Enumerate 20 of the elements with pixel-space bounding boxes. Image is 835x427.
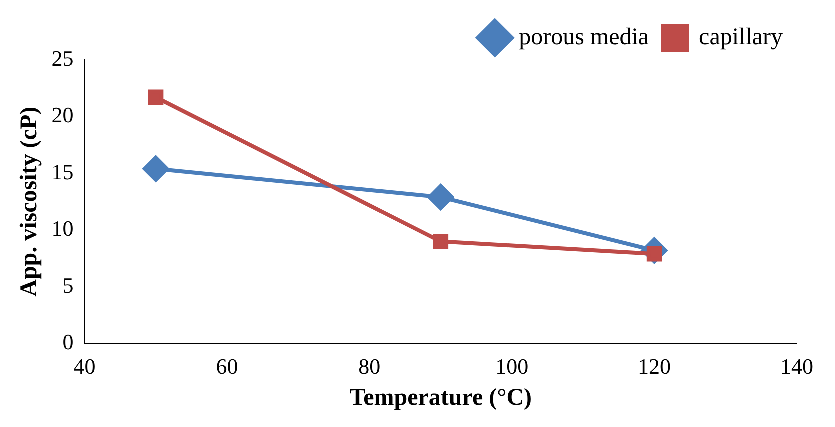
y-tick-label: 25 <box>52 46 74 71</box>
y-tick-label: 15 <box>52 159 74 184</box>
x-tick-label: 80 <box>358 354 381 379</box>
legend-label: porous media <box>519 24 650 50</box>
y-tick-label: 0 <box>62 330 74 355</box>
x-tick-label: 60 <box>216 354 238 379</box>
x-tick-label: 100 <box>496 354 529 379</box>
x-axis-title: Temperature (°C) <box>350 384 532 411</box>
point <box>433 234 449 250</box>
y-tick-label: 5 <box>62 272 74 298</box>
y-tick-label: 20 <box>52 102 74 128</box>
x-tick-label: 40 <box>74 354 96 379</box>
x-tick-label: 120 <box>638 354 672 379</box>
point <box>143 156 170 182</box>
legend-label: capillary <box>699 24 783 50</box>
point <box>148 90 164 106</box>
y-axis-title: App. viscosity (cP) <box>16 106 43 297</box>
point <box>428 184 454 210</box>
x-tick-label: 140 <box>780 354 814 379</box>
y-tick-label: 10 <box>52 216 74 242</box>
